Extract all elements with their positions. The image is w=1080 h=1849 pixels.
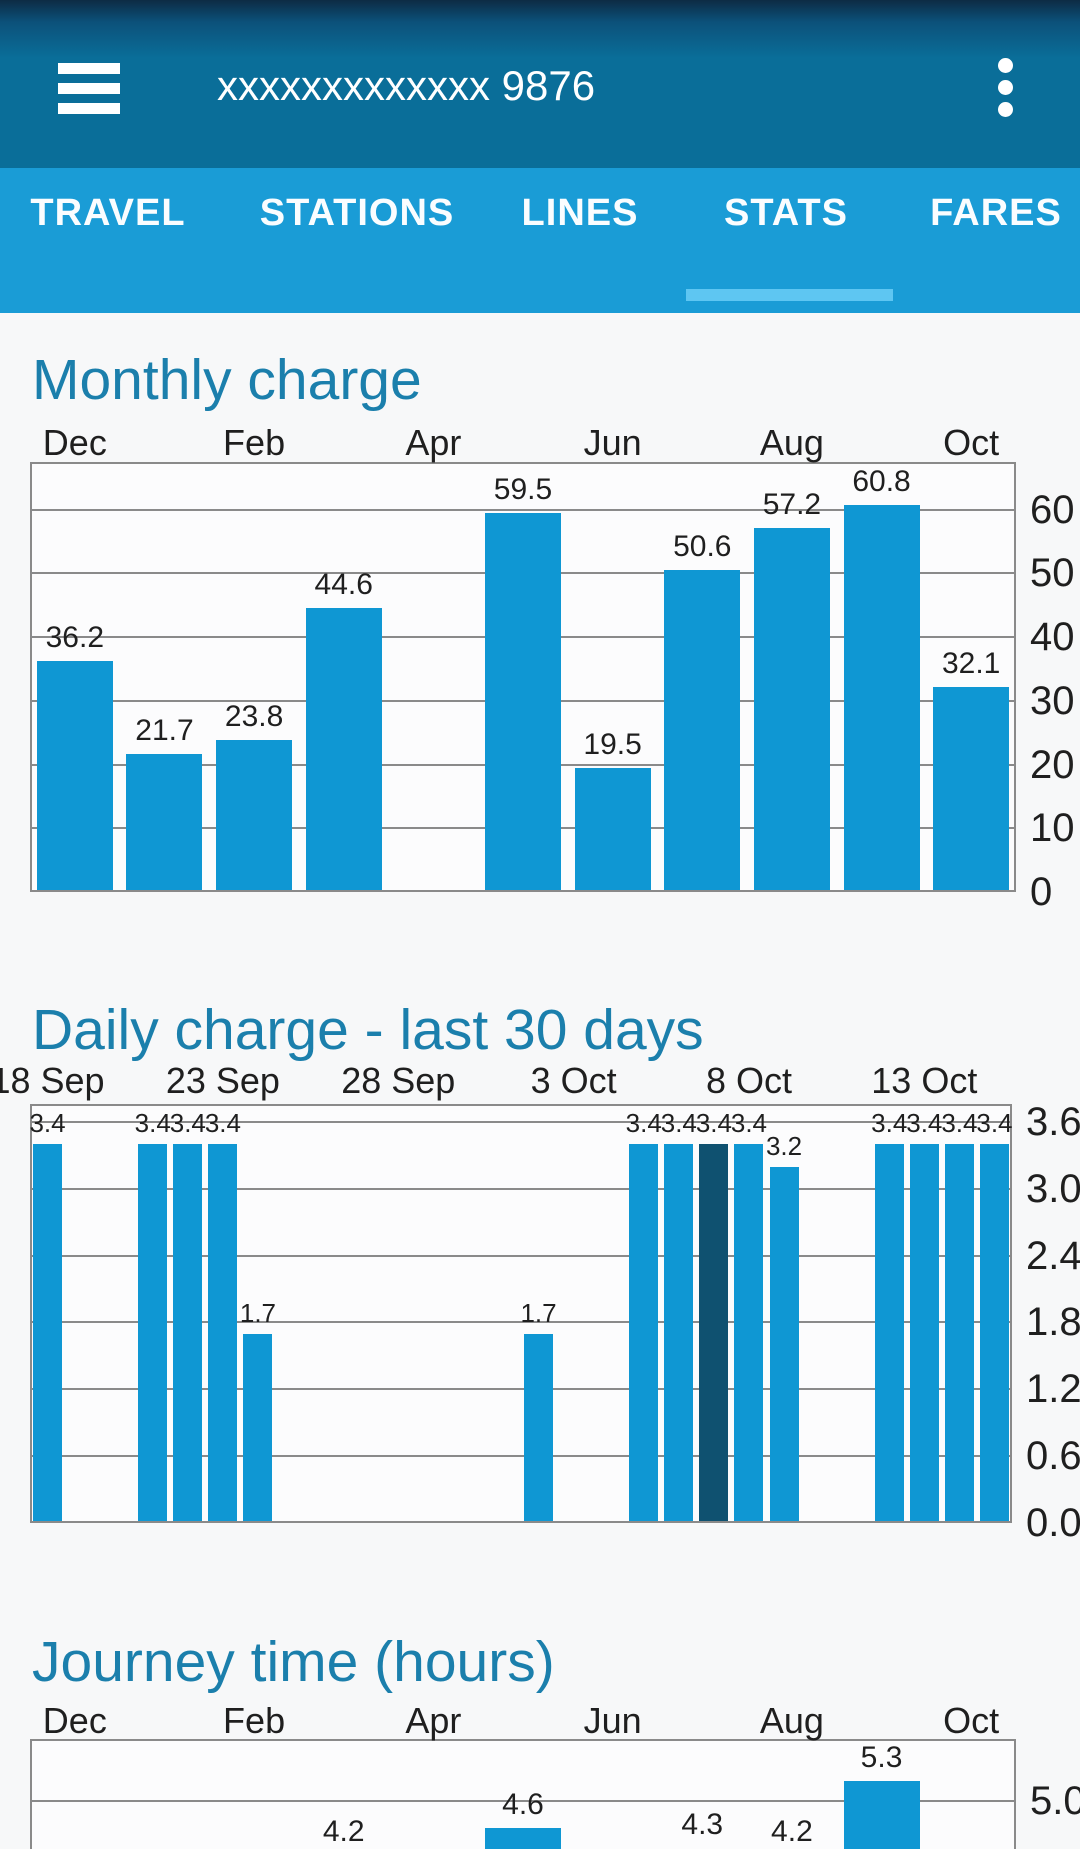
- bar-24-sep[interactable]: [243, 1333, 273, 1521]
- daily-charge-title: Daily charge - last 30 days: [32, 998, 704, 1062]
- bar-23-sep[interactable]: [208, 1144, 238, 1521]
- tab-stations[interactable]: STATIONS: [259, 192, 455, 234]
- overflow-menu-button[interactable]: [996, 58, 1016, 118]
- bar-may[interactable]: [485, 1828, 561, 1849]
- bar-6-oct[interactable]: [664, 1144, 694, 1521]
- bar-jun[interactable]: [574, 767, 651, 890]
- bar-9-oct[interactable]: [769, 1166, 799, 1521]
- bar-12-oct[interactable]: [874, 1144, 904, 1521]
- bar-18-sep[interactable]: [33, 1144, 63, 1521]
- bar-feb[interactable]: [216, 740, 293, 890]
- tab-bar: TRAVEL STATIONS LINES STATS FARES: [0, 168, 1080, 313]
- menu-button[interactable]: [58, 63, 120, 114]
- bar-may[interactable]: [485, 512, 561, 890]
- bar-5-oct[interactable]: [629, 1144, 659, 1521]
- app-bar: xxxxxxxxxxxxx 9876: [0, 0, 1080, 168]
- bar-dec[interactable]: [36, 661, 113, 890]
- bar-oct[interactable]: [933, 687, 1010, 890]
- bar-21-sep[interactable]: [138, 1144, 168, 1521]
- bar-8-oct[interactable]: [734, 1144, 764, 1521]
- bar-jan[interactable]: [126, 753, 203, 890]
- app-title: xxxxxxxxxxxxx 9876: [217, 62, 596, 109]
- bar-jul[interactable]: [664, 569, 741, 890]
- bar-15-oct[interactable]: [979, 1144, 1009, 1521]
- active-tab-indicator: [686, 289, 893, 301]
- bar-14-oct[interactable]: [944, 1144, 974, 1521]
- monthly-charge-title: Monthly charge: [32, 348, 422, 412]
- bar-mar[interactable]: [305, 607, 382, 890]
- tab-stats[interactable]: STATS: [724, 192, 848, 234]
- bar-2-oct[interactable]: [524, 1333, 554, 1521]
- bar-13-oct[interactable]: [909, 1144, 939, 1521]
- bar-7-oct[interactable]: [699, 1144, 729, 1521]
- tab-fares[interactable]: FARES: [930, 192, 1062, 234]
- bar-sep[interactable]: [843, 1780, 920, 1849]
- bar-22-sep[interactable]: [173, 1144, 203, 1521]
- tab-lines[interactable]: LINES: [521, 192, 639, 234]
- bar-sep[interactable]: [843, 504, 920, 890]
- journey-time-title: Journey time (hours): [32, 1630, 555, 1694]
- tab-travel[interactable]: TRAVEL: [30, 192, 186, 234]
- bar-aug[interactable]: [753, 527, 830, 890]
